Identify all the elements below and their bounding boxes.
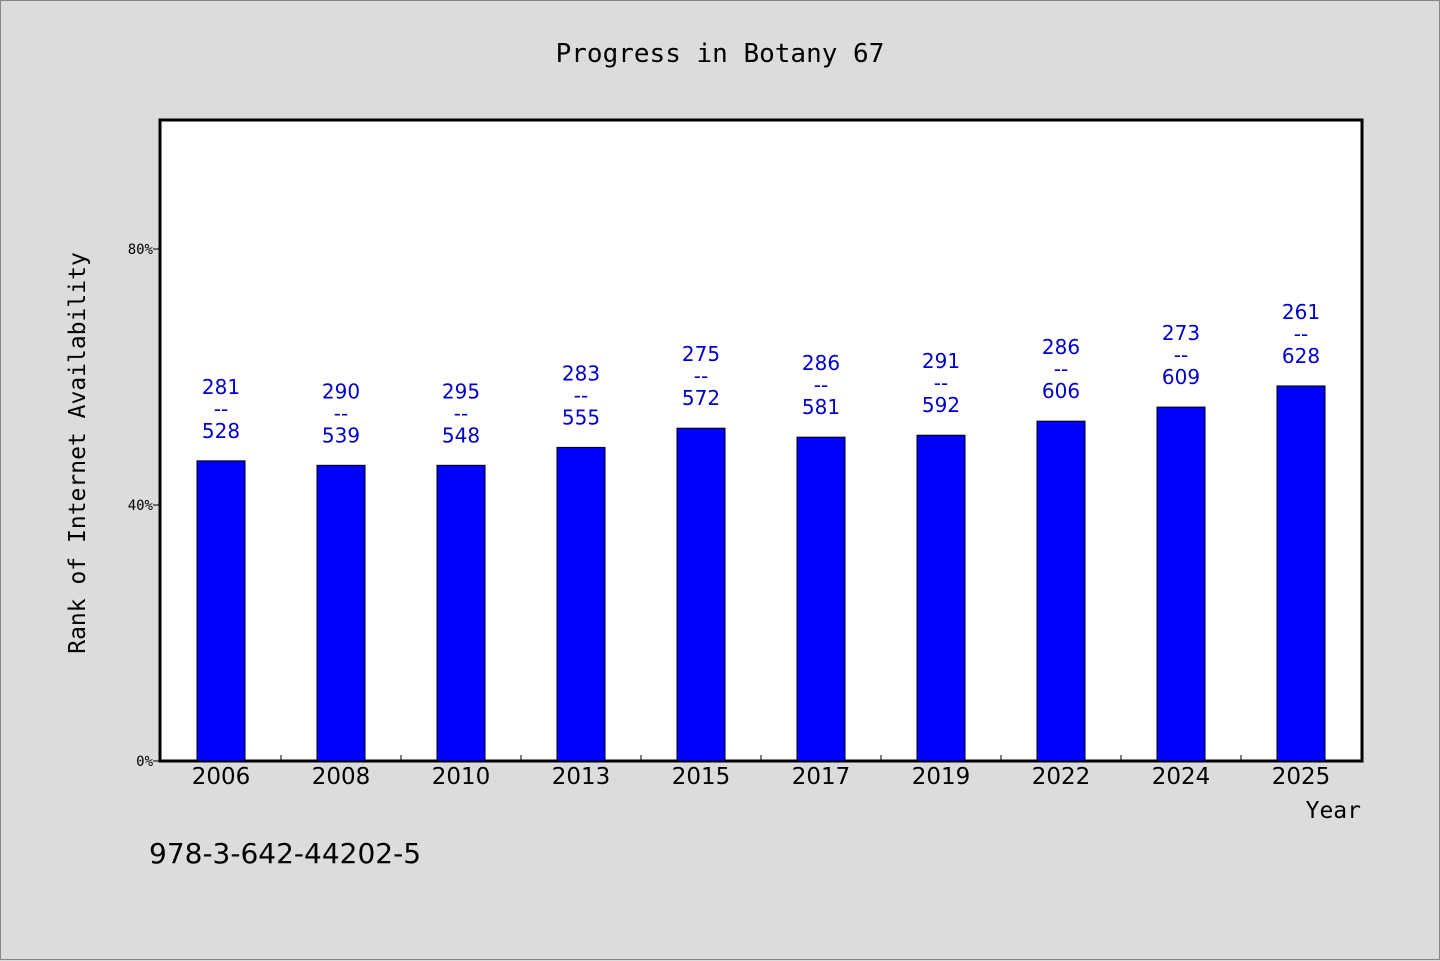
y-tick-label: 0%	[136, 754, 153, 770]
x-tick-label: 2024	[1152, 764, 1211, 790]
data-label-top: 286	[802, 351, 840, 375]
bar	[1156, 406, 1206, 762]
y-axis: 0% 40% 80%	[128, 242, 161, 770]
data-label-mid: --	[694, 364, 708, 388]
data-label-mid: --	[574, 383, 588, 407]
data-label-top: 295	[442, 379, 480, 403]
bars	[196, 385, 1326, 762]
data-label-top: 290	[322, 379, 360, 403]
data-label-top: 273	[1162, 321, 1200, 345]
data-label-bottom: 581	[802, 395, 840, 419]
data-label-bottom: 606	[1042, 379, 1080, 403]
x-tick-label: 2008	[312, 764, 371, 790]
y-tick-label: 40%	[128, 498, 154, 514]
x-axis-label: Year	[1306, 798, 1361, 824]
x-axis: 2006 2008 2010 2013 2015 2017 2019 2022 2024 2025	[192, 755, 1331, 790]
isbn-footer: 978-3-642-44202-5	[149, 837, 421, 870]
bar	[1276, 385, 1326, 762]
data-label-top: 283	[562, 361, 600, 385]
data-label-top: 286	[1042, 335, 1080, 359]
data-label-mid: --	[454, 401, 468, 425]
data-label-mid: --	[814, 373, 828, 397]
bar	[316, 464, 366, 762]
y-tick-label: 80%	[128, 242, 154, 258]
chart-title: Progress in Botany 67	[556, 39, 885, 69]
x-tick-label: 2025	[1272, 764, 1331, 790]
data-label-top: 275	[682, 342, 720, 366]
x-tick-label: 2015	[672, 764, 731, 790]
data-label-bottom: 609	[1162, 365, 1200, 389]
data-labels: 528--281539--290548--295555--283572--275…	[202, 300, 1320, 447]
data-label-mid: --	[1294, 322, 1308, 346]
bar	[436, 464, 486, 762]
data-label-bottom: 539	[322, 423, 360, 447]
data-label-top: 261	[1282, 300, 1320, 324]
data-label-mid: --	[1054, 357, 1068, 381]
data-label-bottom: 628	[1282, 344, 1320, 368]
x-tick-label: 2019	[912, 764, 971, 790]
data-label-mid: --	[934, 371, 948, 395]
data-label-mid: --	[214, 397, 228, 421]
bar	[676, 427, 726, 762]
data-label-bottom: 548	[442, 423, 480, 447]
x-tick-label: 2006	[192, 764, 251, 790]
bar	[196, 460, 246, 762]
bar	[916, 434, 966, 762]
data-label-bottom: 572	[682, 386, 720, 410]
x-tick-label: 2022	[1032, 764, 1091, 790]
x-tick-label: 2013	[552, 764, 611, 790]
data-label-bottom: 528	[202, 419, 240, 443]
x-tick-label: 2017	[792, 764, 851, 790]
bar	[796, 436, 846, 762]
x-tick-label: 2010	[432, 764, 491, 790]
data-label-top: 291	[922, 349, 960, 373]
bar	[1036, 420, 1086, 762]
data-label-bottom: 592	[922, 393, 960, 417]
data-label-top: 281	[202, 375, 240, 399]
bar	[556, 446, 606, 762]
y-axis-label: Rank of Internet Availability	[65, 252, 91, 654]
data-label-mid: --	[334, 401, 348, 425]
data-label-mid: --	[1174, 343, 1188, 367]
data-label-bottom: 555	[562, 405, 600, 429]
